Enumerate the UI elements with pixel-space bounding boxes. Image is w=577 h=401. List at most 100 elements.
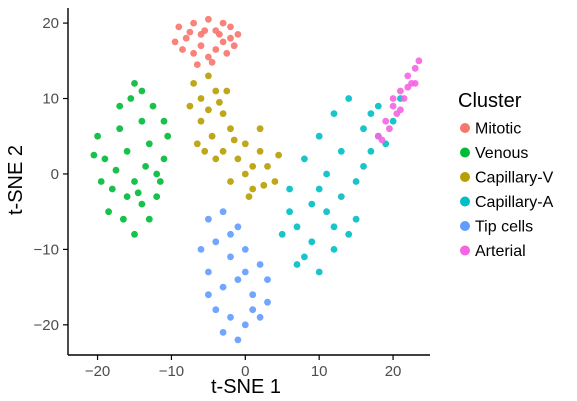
data-point — [400, 95, 408, 102]
legend-label: Venous — [475, 145, 528, 162]
data-point — [112, 166, 120, 174]
legend-swatch — [460, 245, 470, 256]
data-point — [256, 261, 264, 268]
y-ticks: −20 −10 0 10 20 — [34, 15, 68, 334]
legend-label: Arterial — [475, 243, 526, 260]
data-point — [164, 132, 172, 140]
data-point — [145, 215, 153, 223]
data-point — [90, 151, 98, 159]
data-point — [389, 117, 397, 125]
data-point — [149, 102, 157, 110]
data-point — [190, 80, 198, 87]
x-tick-label: 0 — [241, 363, 249, 380]
data-point — [308, 238, 316, 246]
data-point — [182, 34, 190, 42]
data-point — [241, 246, 249, 253]
data-point — [234, 31, 242, 38]
data-point — [256, 313, 264, 321]
x-tick-label: −20 — [85, 363, 110, 380]
data-point — [230, 42, 238, 50]
data-point — [234, 155, 242, 163]
data-point — [153, 170, 161, 178]
legend-label: Mitotic — [475, 121, 521, 138]
series-arterial — [374, 57, 423, 144]
x-tick-label: 10 — [311, 363, 328, 380]
data-point — [397, 87, 404, 95]
data-point — [382, 117, 390, 125]
data-point — [131, 80, 138, 87]
data-point — [205, 268, 212, 276]
data-point — [205, 106, 212, 114]
data-point — [330, 110, 338, 117]
data-point — [201, 27, 209, 34]
series-capillary-v — [186, 72, 282, 201]
data-point — [201, 147, 209, 155]
data-point — [223, 87, 231, 95]
y-axis-title: t-SNE 2 — [5, 145, 27, 215]
data-point — [415, 57, 423, 65]
data-point — [323, 208, 330, 216]
data-point — [205, 53, 212, 61]
data-point — [138, 87, 146, 95]
data-point — [197, 95, 205, 102]
data-point — [223, 49, 231, 57]
data-point — [360, 125, 367, 133]
y-tick-label: 0 — [51, 166, 59, 183]
data-point — [241, 170, 249, 178]
series-tip-cells — [197, 208, 271, 344]
data-point — [97, 178, 105, 185]
data-point — [197, 117, 205, 125]
data-point — [245, 193, 253, 201]
data-point — [227, 23, 234, 31]
data-point — [278, 230, 286, 238]
data-point — [175, 23, 183, 31]
data-point — [330, 223, 338, 231]
data-point — [249, 306, 257, 314]
series-capillary-a — [278, 95, 404, 276]
data-point — [411, 80, 419, 87]
x-tick-label: −10 — [159, 363, 184, 380]
data-point — [227, 34, 234, 42]
y-tick-label: −20 — [34, 317, 59, 334]
y-tick-label: −10 — [34, 241, 59, 258]
data-point — [186, 28, 194, 36]
data-point — [374, 102, 382, 110]
data-point — [234, 336, 242, 344]
y-tick-label: 10 — [42, 91, 59, 108]
data-point — [241, 321, 249, 329]
data-point — [153, 193, 161, 201]
data-point — [337, 147, 345, 155]
data-point — [337, 193, 345, 201]
data-point — [367, 147, 375, 155]
data-point — [219, 283, 227, 291]
data-point — [227, 230, 234, 238]
data-point — [186, 102, 194, 110]
series-venous — [90, 80, 172, 238]
data-point — [212, 306, 220, 314]
data-point — [404, 83, 412, 91]
data-point — [360, 163, 367, 170]
data-point — [315, 268, 323, 276]
data-point — [123, 193, 131, 201]
data-point — [249, 185, 257, 193]
legend-label: Tip cells — [475, 219, 533, 236]
data-point — [378, 136, 386, 144]
data-point — [249, 163, 257, 170]
data-point — [160, 117, 168, 125]
x-axis-title: t-SNE 1 — [211, 376, 281, 398]
legend-swatch — [460, 172, 470, 182]
data-point — [131, 178, 138, 185]
data-point — [190, 49, 198, 57]
data-point — [293, 223, 301, 231]
data-point — [116, 102, 124, 110]
data-point — [138, 200, 146, 208]
data-point — [212, 155, 220, 163]
data-point — [301, 253, 308, 261]
data-point — [171, 38, 179, 46]
data-point — [190, 19, 198, 27]
data-point — [323, 170, 330, 178]
data-point — [330, 246, 338, 253]
legend-label: Capillary-A — [475, 194, 554, 211]
data-point — [264, 163, 271, 170]
data-point — [219, 110, 227, 117]
